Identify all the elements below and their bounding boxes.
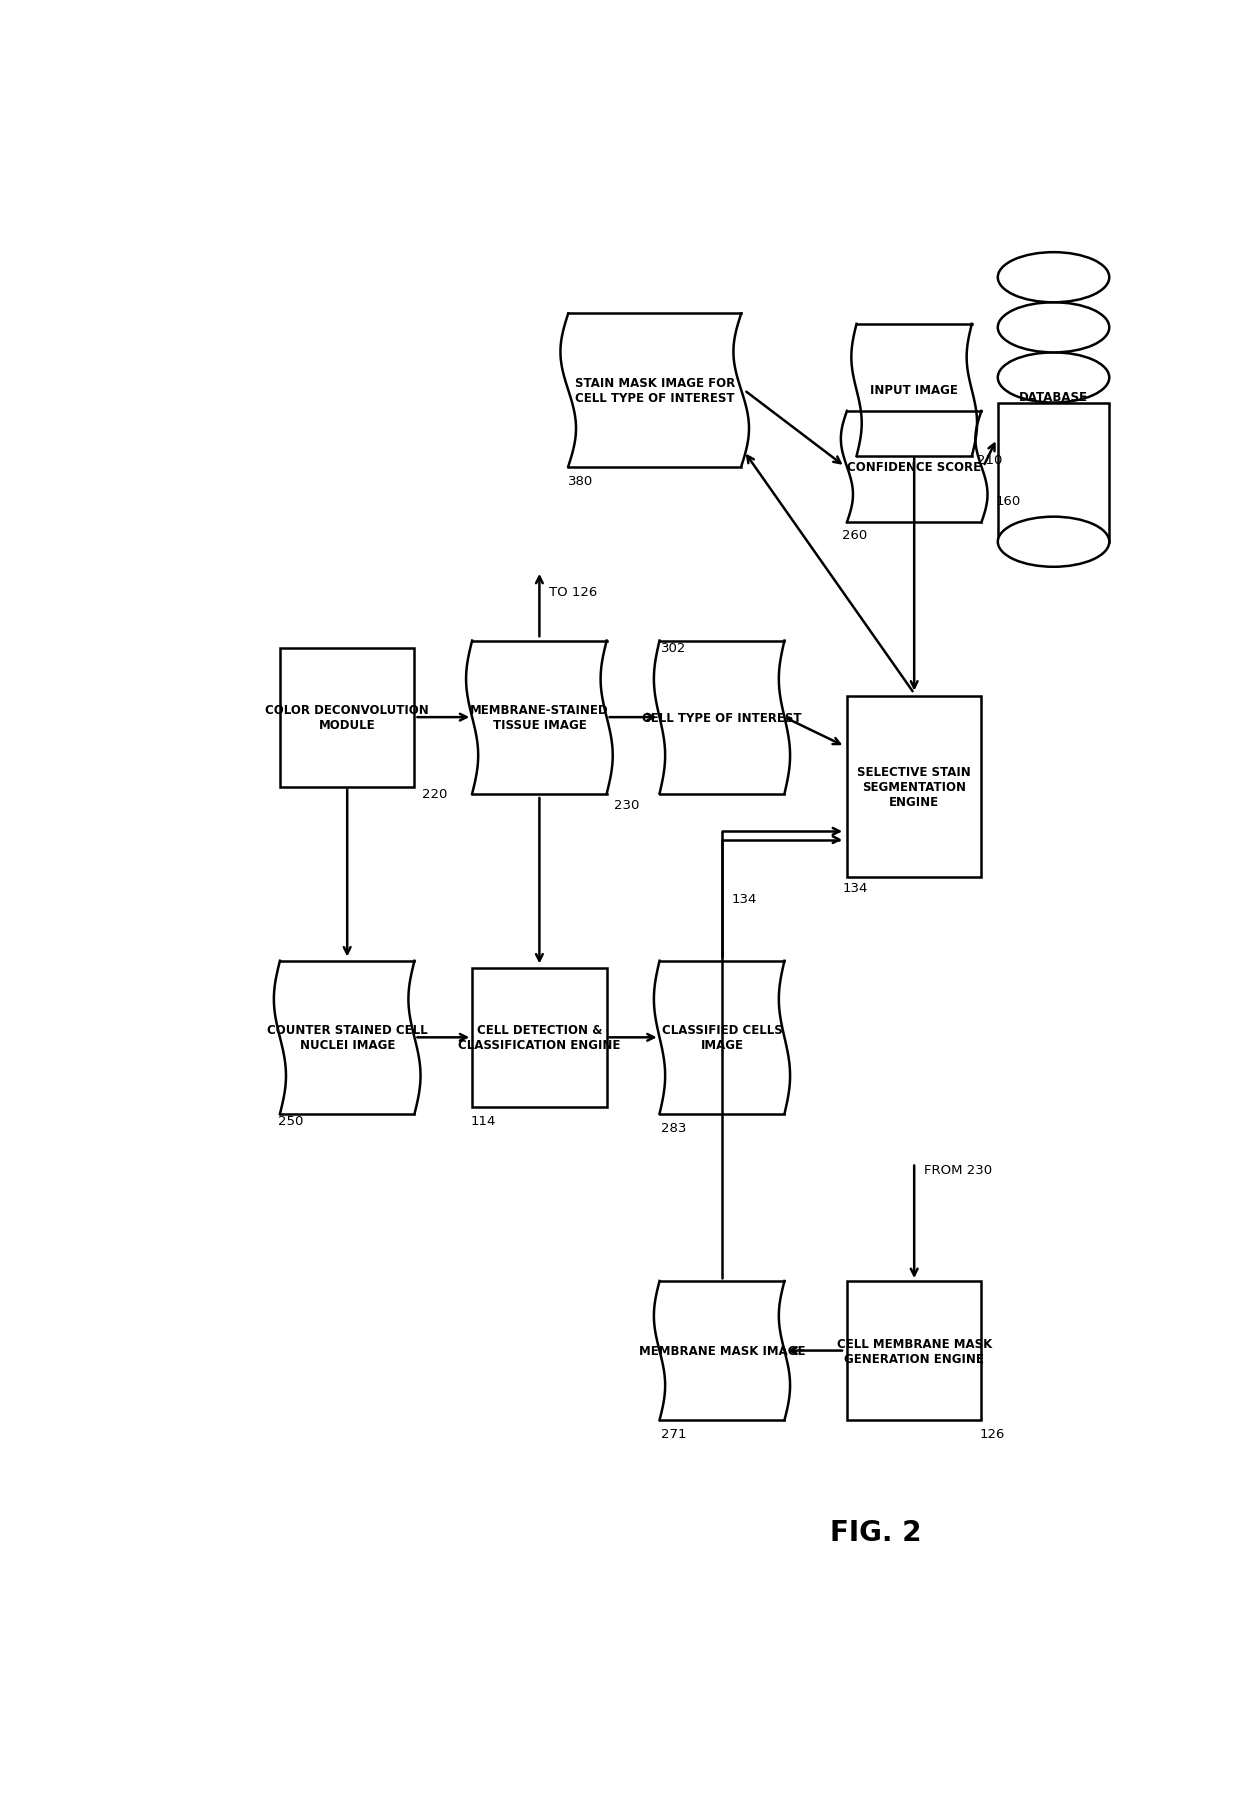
Text: 271: 271 [661,1428,687,1440]
Text: 134: 134 [842,882,868,894]
Polygon shape [653,641,790,795]
Text: 160: 160 [996,495,1021,508]
Bar [472,969,606,1108]
Text: STAIN MASK IMAGE FOR
CELL TYPE OF INTEREST: STAIN MASK IMAGE FOR CELL TYPE OF INTERE… [574,378,735,405]
Text: 134: 134 [732,893,756,905]
Polygon shape [841,412,987,522]
Ellipse shape [998,253,1110,304]
Ellipse shape [998,304,1110,352]
Ellipse shape [998,352,1110,403]
Text: CELL DETECTION &
CLASSIFICATION ENGINE: CELL DETECTION & CLASSIFICATION ENGINE [459,1025,620,1052]
Text: COLOR DECONVOLUTION
MODULE: COLOR DECONVOLUTION MODULE [265,703,429,732]
Bar [280,649,414,788]
Text: SELECTIVE STAIN
SEGMENTATION
ENGINE: SELECTIVE STAIN SEGMENTATION ENGINE [857,766,971,810]
Text: FIG. 2: FIG. 2 [830,1518,921,1545]
Text: 380: 380 [568,473,594,488]
Text: TO 126: TO 126 [549,585,598,598]
Text: DATABASE: DATABASE [1019,392,1087,405]
Text: CELL MEMBRANE MASK
GENERATION ENGINE: CELL MEMBRANE MASK GENERATION ENGINE [837,1337,992,1364]
Polygon shape [653,961,790,1115]
Ellipse shape [998,517,1110,567]
Text: 114: 114 [470,1115,496,1128]
Text: MEMBRANE-STAINED
TISSUE IMAGE: MEMBRANE-STAINED TISSUE IMAGE [470,703,609,732]
Text: 126: 126 [980,1428,1004,1440]
Bar [847,1281,982,1420]
Text: 210: 210 [977,454,1002,466]
Bar [998,403,1110,542]
Text: CELL TYPE OF INTEREST: CELL TYPE OF INTEREST [642,712,802,725]
Text: INPUT IMAGE: INPUT IMAGE [870,385,959,398]
Polygon shape [274,961,420,1115]
Text: 230: 230 [614,799,640,811]
Text: 220: 220 [422,788,448,801]
Text: FROM 230: FROM 230 [924,1164,992,1176]
Bar [847,698,982,878]
Text: COUNTER STAINED CELL
NUCLEI IMAGE: COUNTER STAINED CELL NUCLEI IMAGE [267,1025,428,1052]
Text: 302: 302 [661,641,687,654]
Text: CLASSIFIED CELLS
IMAGE: CLASSIFIED CELLS IMAGE [662,1025,782,1052]
Text: 260: 260 [842,528,867,542]
Polygon shape [653,1281,790,1420]
Text: MEMBRANE MASK IMAGE: MEMBRANE MASK IMAGE [639,1344,805,1357]
Text: 250: 250 [278,1115,304,1128]
Polygon shape [466,641,613,795]
Polygon shape [560,314,749,468]
Text: CONFIDENCE SCORE: CONFIDENCE SCORE [847,461,981,473]
Polygon shape [852,325,977,457]
Text: 283: 283 [661,1120,687,1135]
